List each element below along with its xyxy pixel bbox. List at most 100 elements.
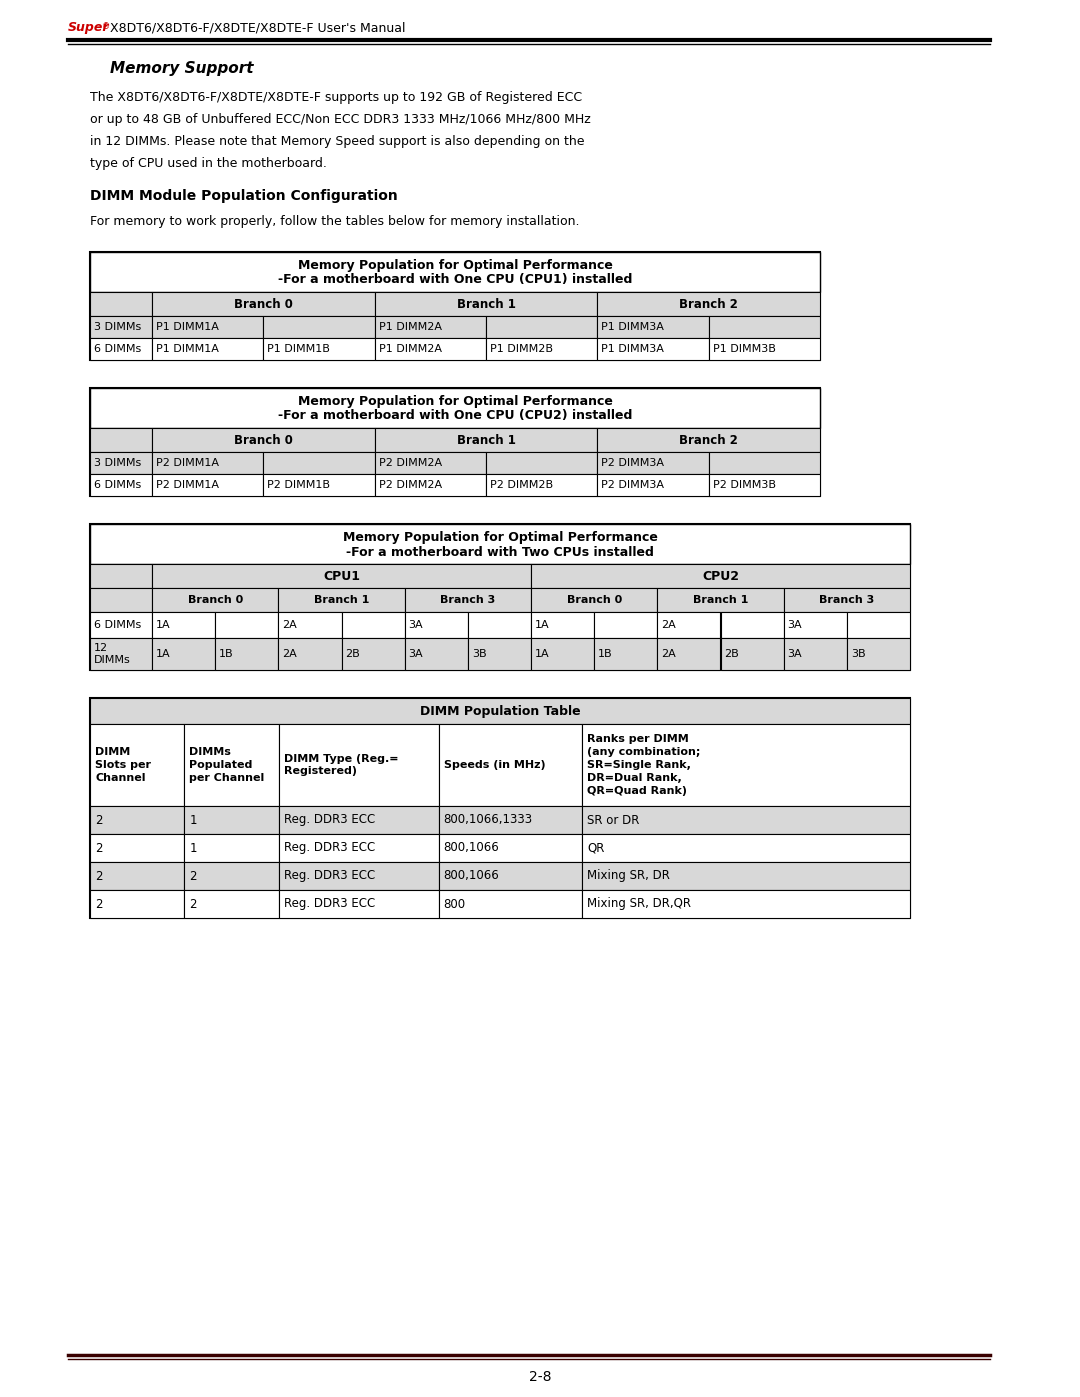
- Text: 2-8: 2-8: [529, 1370, 551, 1384]
- Text: 3B: 3B: [472, 650, 486, 659]
- Bar: [438, 724, 582, 806]
- Text: Branch 1: Branch 1: [457, 298, 515, 310]
- Bar: [152, 453, 264, 474]
- Text: Reg. DDR3 ECC: Reg. DDR3 ECC: [284, 869, 375, 883]
- Bar: [486, 453, 597, 474]
- Text: DR=Dual Rank,: DR=Dual Rank,: [588, 773, 681, 782]
- Text: (any combination;: (any combination;: [588, 747, 700, 757]
- Bar: [90, 524, 910, 671]
- Text: 3A: 3A: [787, 650, 802, 659]
- Text: Branch 0: Branch 0: [188, 595, 243, 605]
- Text: The X8DT6/X8DT6-F/X8DTE/X8DTE-F supports up to 192 GB of Registered ECC: The X8DT6/X8DT6-F/X8DTE/X8DTE-F supports…: [90, 91, 582, 105]
- Bar: [784, 588, 910, 612]
- Text: 3A: 3A: [408, 620, 423, 630]
- Bar: [279, 834, 438, 862]
- Text: P2 DIMM1B: P2 DIMM1B: [268, 481, 330, 490]
- Bar: [152, 316, 264, 338]
- Text: CPU1: CPU1: [323, 570, 360, 583]
- Text: 2B: 2B: [725, 650, 739, 659]
- Bar: [279, 724, 438, 806]
- Bar: [468, 612, 531, 638]
- Bar: [152, 612, 215, 638]
- Bar: [438, 806, 582, 834]
- Bar: [90, 834, 185, 862]
- Bar: [90, 292, 152, 316]
- Bar: [90, 453, 152, 474]
- Text: Branch 1: Branch 1: [314, 595, 369, 605]
- Text: Branch 0: Branch 0: [234, 298, 293, 310]
- Bar: [708, 316, 820, 338]
- Text: 1A: 1A: [156, 620, 171, 630]
- Bar: [279, 862, 438, 890]
- Text: DIMMs: DIMMs: [94, 655, 131, 665]
- Bar: [486, 316, 597, 338]
- Text: Registered): Registered): [284, 767, 356, 777]
- Text: Branch 0: Branch 0: [567, 595, 622, 605]
- Text: 2: 2: [95, 813, 103, 827]
- Bar: [341, 638, 405, 671]
- Text: 1: 1: [189, 813, 197, 827]
- Bar: [708, 338, 820, 360]
- Text: 1A: 1A: [535, 650, 550, 659]
- Bar: [708, 453, 820, 474]
- Text: X8DT6/X8DT6-F/X8DTE/X8DTE-F User's Manual: X8DT6/X8DT6-F/X8DTE/X8DTE-F User's Manua…: [110, 21, 405, 35]
- Text: P2 DIMM3A: P2 DIMM3A: [602, 458, 664, 468]
- Bar: [582, 724, 910, 806]
- Text: 800,1066: 800,1066: [444, 841, 499, 855]
- Text: P1 DIMM2A: P1 DIMM2A: [379, 344, 442, 353]
- Bar: [405, 588, 531, 612]
- Text: 6 DIMMs: 6 DIMMs: [94, 620, 141, 630]
- Text: 3B: 3B: [851, 650, 865, 659]
- Bar: [90, 388, 820, 496]
- Text: SR=Single Rank,: SR=Single Rank,: [588, 760, 691, 770]
- Bar: [90, 588, 152, 612]
- Text: Reg. DDR3 ECC: Reg. DDR3 ECC: [284, 841, 375, 855]
- Bar: [658, 612, 720, 638]
- Bar: [90, 474, 152, 496]
- Bar: [90, 251, 820, 292]
- Text: Mixing SR, DR: Mixing SR, DR: [588, 869, 670, 883]
- Text: CPU2: CPU2: [702, 570, 739, 583]
- Bar: [375, 316, 486, 338]
- Bar: [405, 638, 468, 671]
- Text: P2 DIMM1A: P2 DIMM1A: [156, 481, 219, 490]
- Bar: [90, 862, 185, 890]
- Bar: [90, 427, 152, 453]
- Text: Branch 3: Branch 3: [441, 595, 496, 605]
- Bar: [90, 806, 185, 834]
- Bar: [847, 612, 910, 638]
- Bar: [531, 564, 910, 588]
- Bar: [720, 612, 784, 638]
- Text: 800,1066: 800,1066: [444, 869, 499, 883]
- Text: -For a motherboard with One CPU (CPU2) installed: -For a motherboard with One CPU (CPU2) i…: [278, 409, 632, 422]
- Text: ®: ®: [102, 22, 110, 31]
- Bar: [90, 638, 152, 671]
- Text: -For a motherboard with One CPU (CPU1) installed: -For a motherboard with One CPU (CPU1) i…: [278, 274, 632, 286]
- Text: 1B: 1B: [598, 650, 612, 659]
- Text: P2 DIMM3A: P2 DIMM3A: [602, 481, 664, 490]
- Bar: [152, 427, 375, 453]
- Bar: [152, 588, 279, 612]
- Text: 6 DIMMs: 6 DIMMs: [94, 344, 141, 353]
- Bar: [531, 638, 594, 671]
- Text: 2B: 2B: [346, 650, 361, 659]
- Text: Memory Population for Optimal Performance: Memory Population for Optimal Performanc…: [342, 531, 658, 543]
- Bar: [720, 638, 784, 671]
- Text: SR or DR: SR or DR: [588, 813, 639, 827]
- Bar: [597, 292, 820, 316]
- Text: 3 DIMMs: 3 DIMMs: [94, 458, 141, 468]
- Bar: [90, 698, 910, 724]
- Text: P1 DIMM1B: P1 DIMM1B: [268, 344, 330, 353]
- Text: 2: 2: [95, 841, 103, 855]
- Text: Memory Population for Optimal Performance: Memory Population for Optimal Performanc…: [298, 394, 612, 408]
- Bar: [90, 338, 152, 360]
- Text: 2A: 2A: [661, 620, 676, 630]
- Bar: [341, 612, 405, 638]
- Bar: [215, 612, 279, 638]
- Text: Branch 0: Branch 0: [234, 433, 293, 447]
- Text: 6 DIMMs: 6 DIMMs: [94, 481, 141, 490]
- Bar: [90, 316, 152, 338]
- Bar: [847, 638, 910, 671]
- Text: P1 DIMM1A: P1 DIMM1A: [156, 321, 219, 332]
- Text: Branch 1: Branch 1: [457, 433, 515, 447]
